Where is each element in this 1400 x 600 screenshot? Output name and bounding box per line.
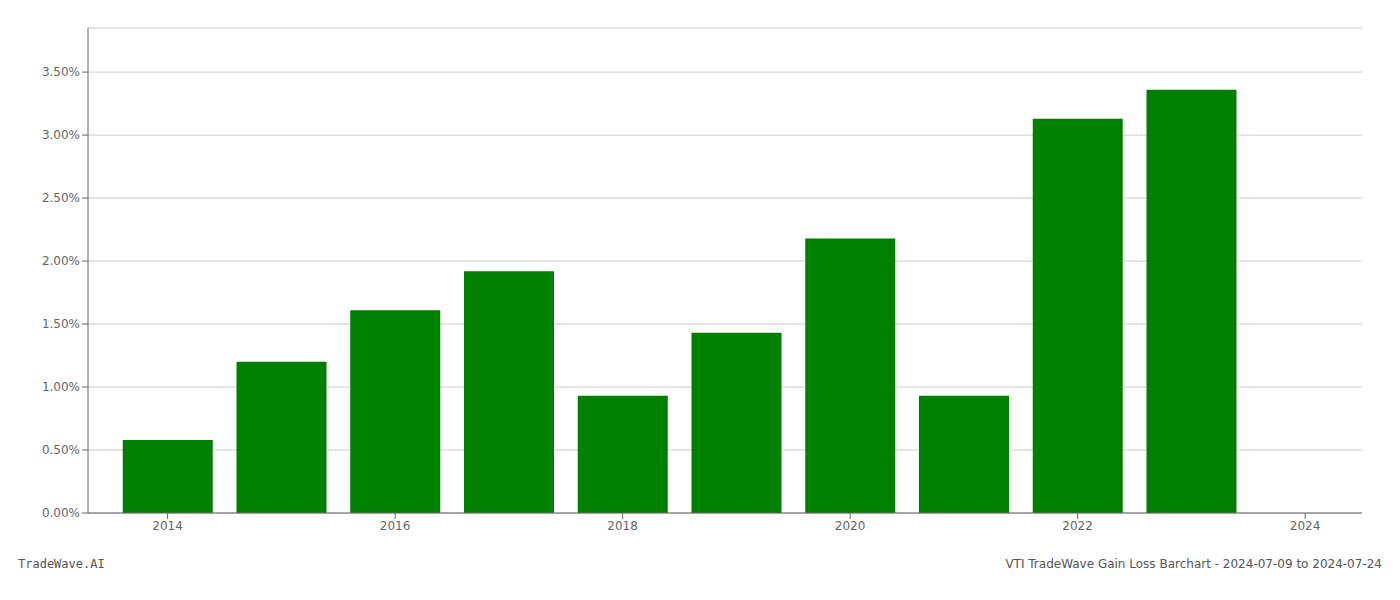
html-text:VTI TradeWave Gain Loss Barcha: VTI TradeWave Gain Loss Barchart - 2024-… xyxy=(1005,557,1382,571)
svg-text:1.00%: 1.00% xyxy=(42,380,80,394)
svg-text:2020: 2020 xyxy=(835,519,866,533)
svg-text:3.00%: 3.00% xyxy=(42,128,80,142)
svg-text:1.50%: 1.50% xyxy=(42,317,80,331)
svg-text:0.00%: 0.00% xyxy=(42,506,80,520)
svg-text:2014: 2014 xyxy=(152,519,183,533)
svg-text:2016: 2016 xyxy=(380,519,411,533)
svg-text:2024: 2024 xyxy=(1290,519,1321,533)
svg-text:2.00%: 2.00% xyxy=(42,254,80,268)
svg-text:3.50%: 3.50% xyxy=(42,65,80,79)
svg-text:2022: 2022 xyxy=(1062,519,1093,533)
svg-text:2.50%: 2.50% xyxy=(42,191,80,205)
html-text:TradeWave.AI: TradeWave.AI xyxy=(18,557,105,571)
svg-text:0.50%: 0.50% xyxy=(42,443,80,457)
svg-text:2018: 2018 xyxy=(607,519,638,533)
